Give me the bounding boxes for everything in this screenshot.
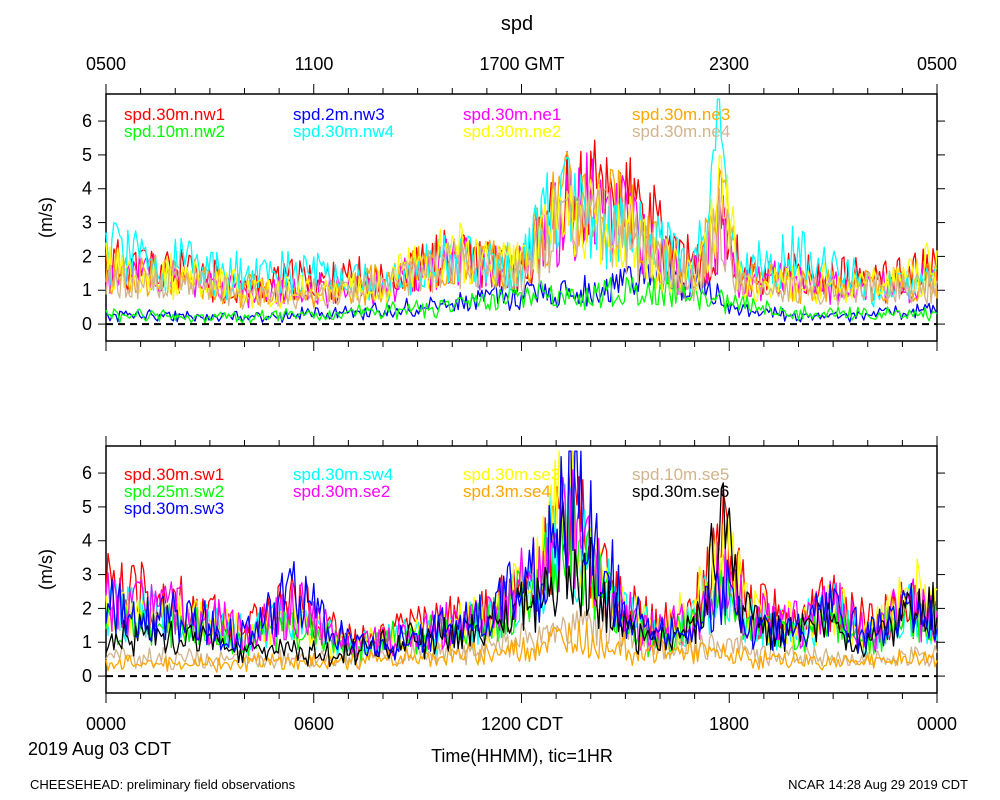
series-line-spd.10m.nw2 [105, 275, 938, 324]
x-axis-title: Time(HHMM), tic=1HR [431, 746, 613, 766]
bottom-panel: 0123456(m/s)spd.30m.sw1spd.25m.sw2spd.30… [36, 436, 945, 703]
y-tick-label: 6 [82, 463, 92, 483]
legend-entry: spd.30m.sw3 [124, 499, 224, 518]
y-tick-label: 4 [82, 179, 92, 199]
legend-entry: spd.30m.ne1 [463, 105, 561, 124]
legend-entry: spd.30m.se2 [293, 482, 390, 501]
top-axis-labels: 0500 1100 1700 GMT 2300 0500 [86, 54, 957, 74]
y-tick-label: 2 [82, 598, 92, 618]
bottom-tick-label: 0600 [294, 714, 334, 734]
legend-entry: spd.30m.ne3 [632, 105, 730, 124]
y-tick-label: 0 [82, 314, 92, 334]
top-tick-label: 0500 [86, 54, 126, 74]
legend-entry: spd.10m.se5 [632, 465, 729, 484]
top-tick-label: 1100 [295, 54, 334, 74]
date-label: 2019 Aug 03 CDT [28, 739, 171, 759]
bottom-axis-labels: 0000 0600 1200 CDT 1800 0000 [86, 714, 957, 734]
series-line-spd.30m.se6 [105, 482, 938, 668]
top-tick-label: 2300 [709, 54, 749, 74]
legend-entry: spd.25m.sw2 [124, 482, 224, 501]
legend-entry: spd.30m.se3 [463, 465, 560, 484]
y-tick-label: 5 [82, 145, 92, 165]
top-tick-label: 0500 [917, 54, 957, 74]
y-tick-label: 4 [82, 531, 92, 551]
legend-entry: spd.3m.se4 [463, 482, 551, 501]
legend-entry: spd.30m.sw1 [124, 465, 224, 484]
series-line-spd.30m.ne2 [105, 154, 938, 309]
bottom-tick-label: 1800 [709, 714, 749, 734]
chart-title: spd [501, 13, 533, 35]
y-tick-label: 3 [82, 565, 92, 585]
footer-right: NCAR 14:28 Aug 29 2019 CDT [788, 777, 968, 792]
y-tick-label: 3 [82, 213, 92, 233]
y-tick-label: 1 [82, 280, 92, 300]
legend-entry: spd.30m.ne4 [632, 122, 730, 141]
bottom-tick-label: 0000 [917, 714, 957, 734]
legend-entry: spd.30m.nw4 [293, 122, 394, 141]
legend-entry: spd.30m.nw1 [124, 105, 225, 124]
y-tick-label: 0 [82, 666, 92, 686]
legend-entry: spd.30m.sw4 [293, 465, 393, 484]
y-axis-title: (m/s) [36, 549, 56, 590]
y-tick-label: 1 [82, 632, 92, 652]
bottom-tick-label: 1200 CDT [481, 714, 563, 734]
y-tick-label: 5 [82, 497, 92, 517]
legend-entry: spd.30m.ne2 [463, 122, 561, 141]
series-line-spd.30m.ne4 [105, 185, 938, 311]
y-tick-label: 6 [82, 111, 92, 131]
y-tick-label: 2 [82, 246, 92, 266]
y-axis-title: (m/s) [36, 197, 56, 238]
series-line-spd.3m.se4 [105, 620, 938, 673]
legend-entry: spd.30m.se6 [632, 482, 729, 501]
bottom-tick-label: 0000 [86, 714, 126, 734]
series-line-spd.30m.sw3 [105, 450, 938, 661]
legend-entry: spd.2m.nw3 [293, 105, 385, 124]
top-tick-label: 1700 GMT [479, 54, 564, 74]
footer-left: CHEESEHEAD: preliminary field observatio… [30, 777, 296, 792]
legend-entry: spd.10m.nw2 [124, 122, 225, 141]
